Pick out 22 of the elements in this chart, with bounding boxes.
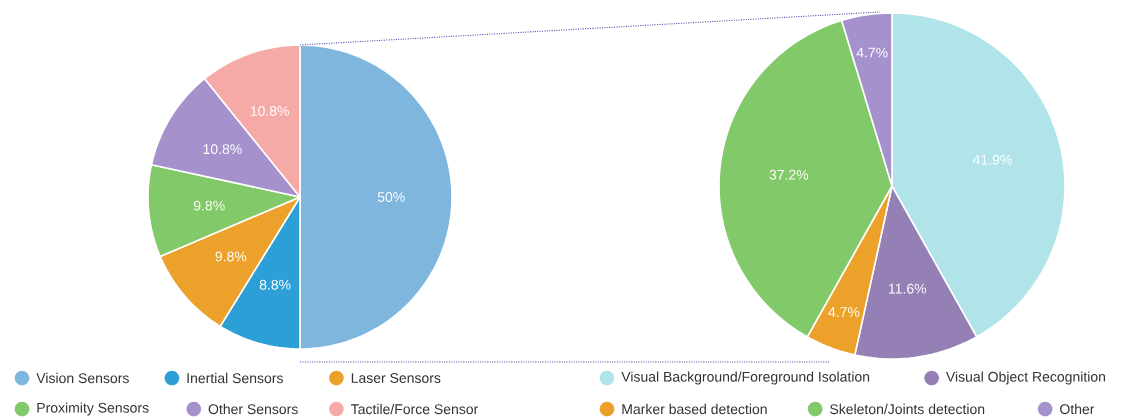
data-label: 9.8% <box>193 200 225 211</box>
legend-label: Vision Sensors <box>36 372 129 384</box>
data-label: 10.8% <box>250 106 289 116</box>
legend-label: Laser Sensors <box>351 373 441 383</box>
legend-label: Other <box>1060 403 1095 415</box>
data-label: 11.6% <box>889 283 927 294</box>
legend-label: Skeleton/Joints detection <box>830 403 985 415</box>
legend-label: Proximity Sensors <box>37 402 149 416</box>
data-label: 37.2% <box>769 169 809 180</box>
data-label: 4.7% <box>828 307 860 317</box>
data-label: 10.8% <box>203 144 242 155</box>
legend-label: Visual Object Recognition <box>945 371 1106 385</box>
legend-label: Tactile/Force Sensor <box>350 403 479 415</box>
data-label: 9.8% <box>215 251 247 262</box>
data-label: 41.9% <box>972 154 1012 165</box>
data-label: 8.8% <box>259 279 291 290</box>
legend-label: Other Sensors <box>208 403 298 415</box>
legend-label: Visual Background/Foreground Isolation <box>621 371 870 385</box>
legend-label: Marker based detection <box>622 403 767 415</box>
legend-label: Inertial Sensors <box>187 372 283 384</box>
data-label: 50% <box>377 192 405 202</box>
data-label: 4.7% <box>856 47 888 58</box>
